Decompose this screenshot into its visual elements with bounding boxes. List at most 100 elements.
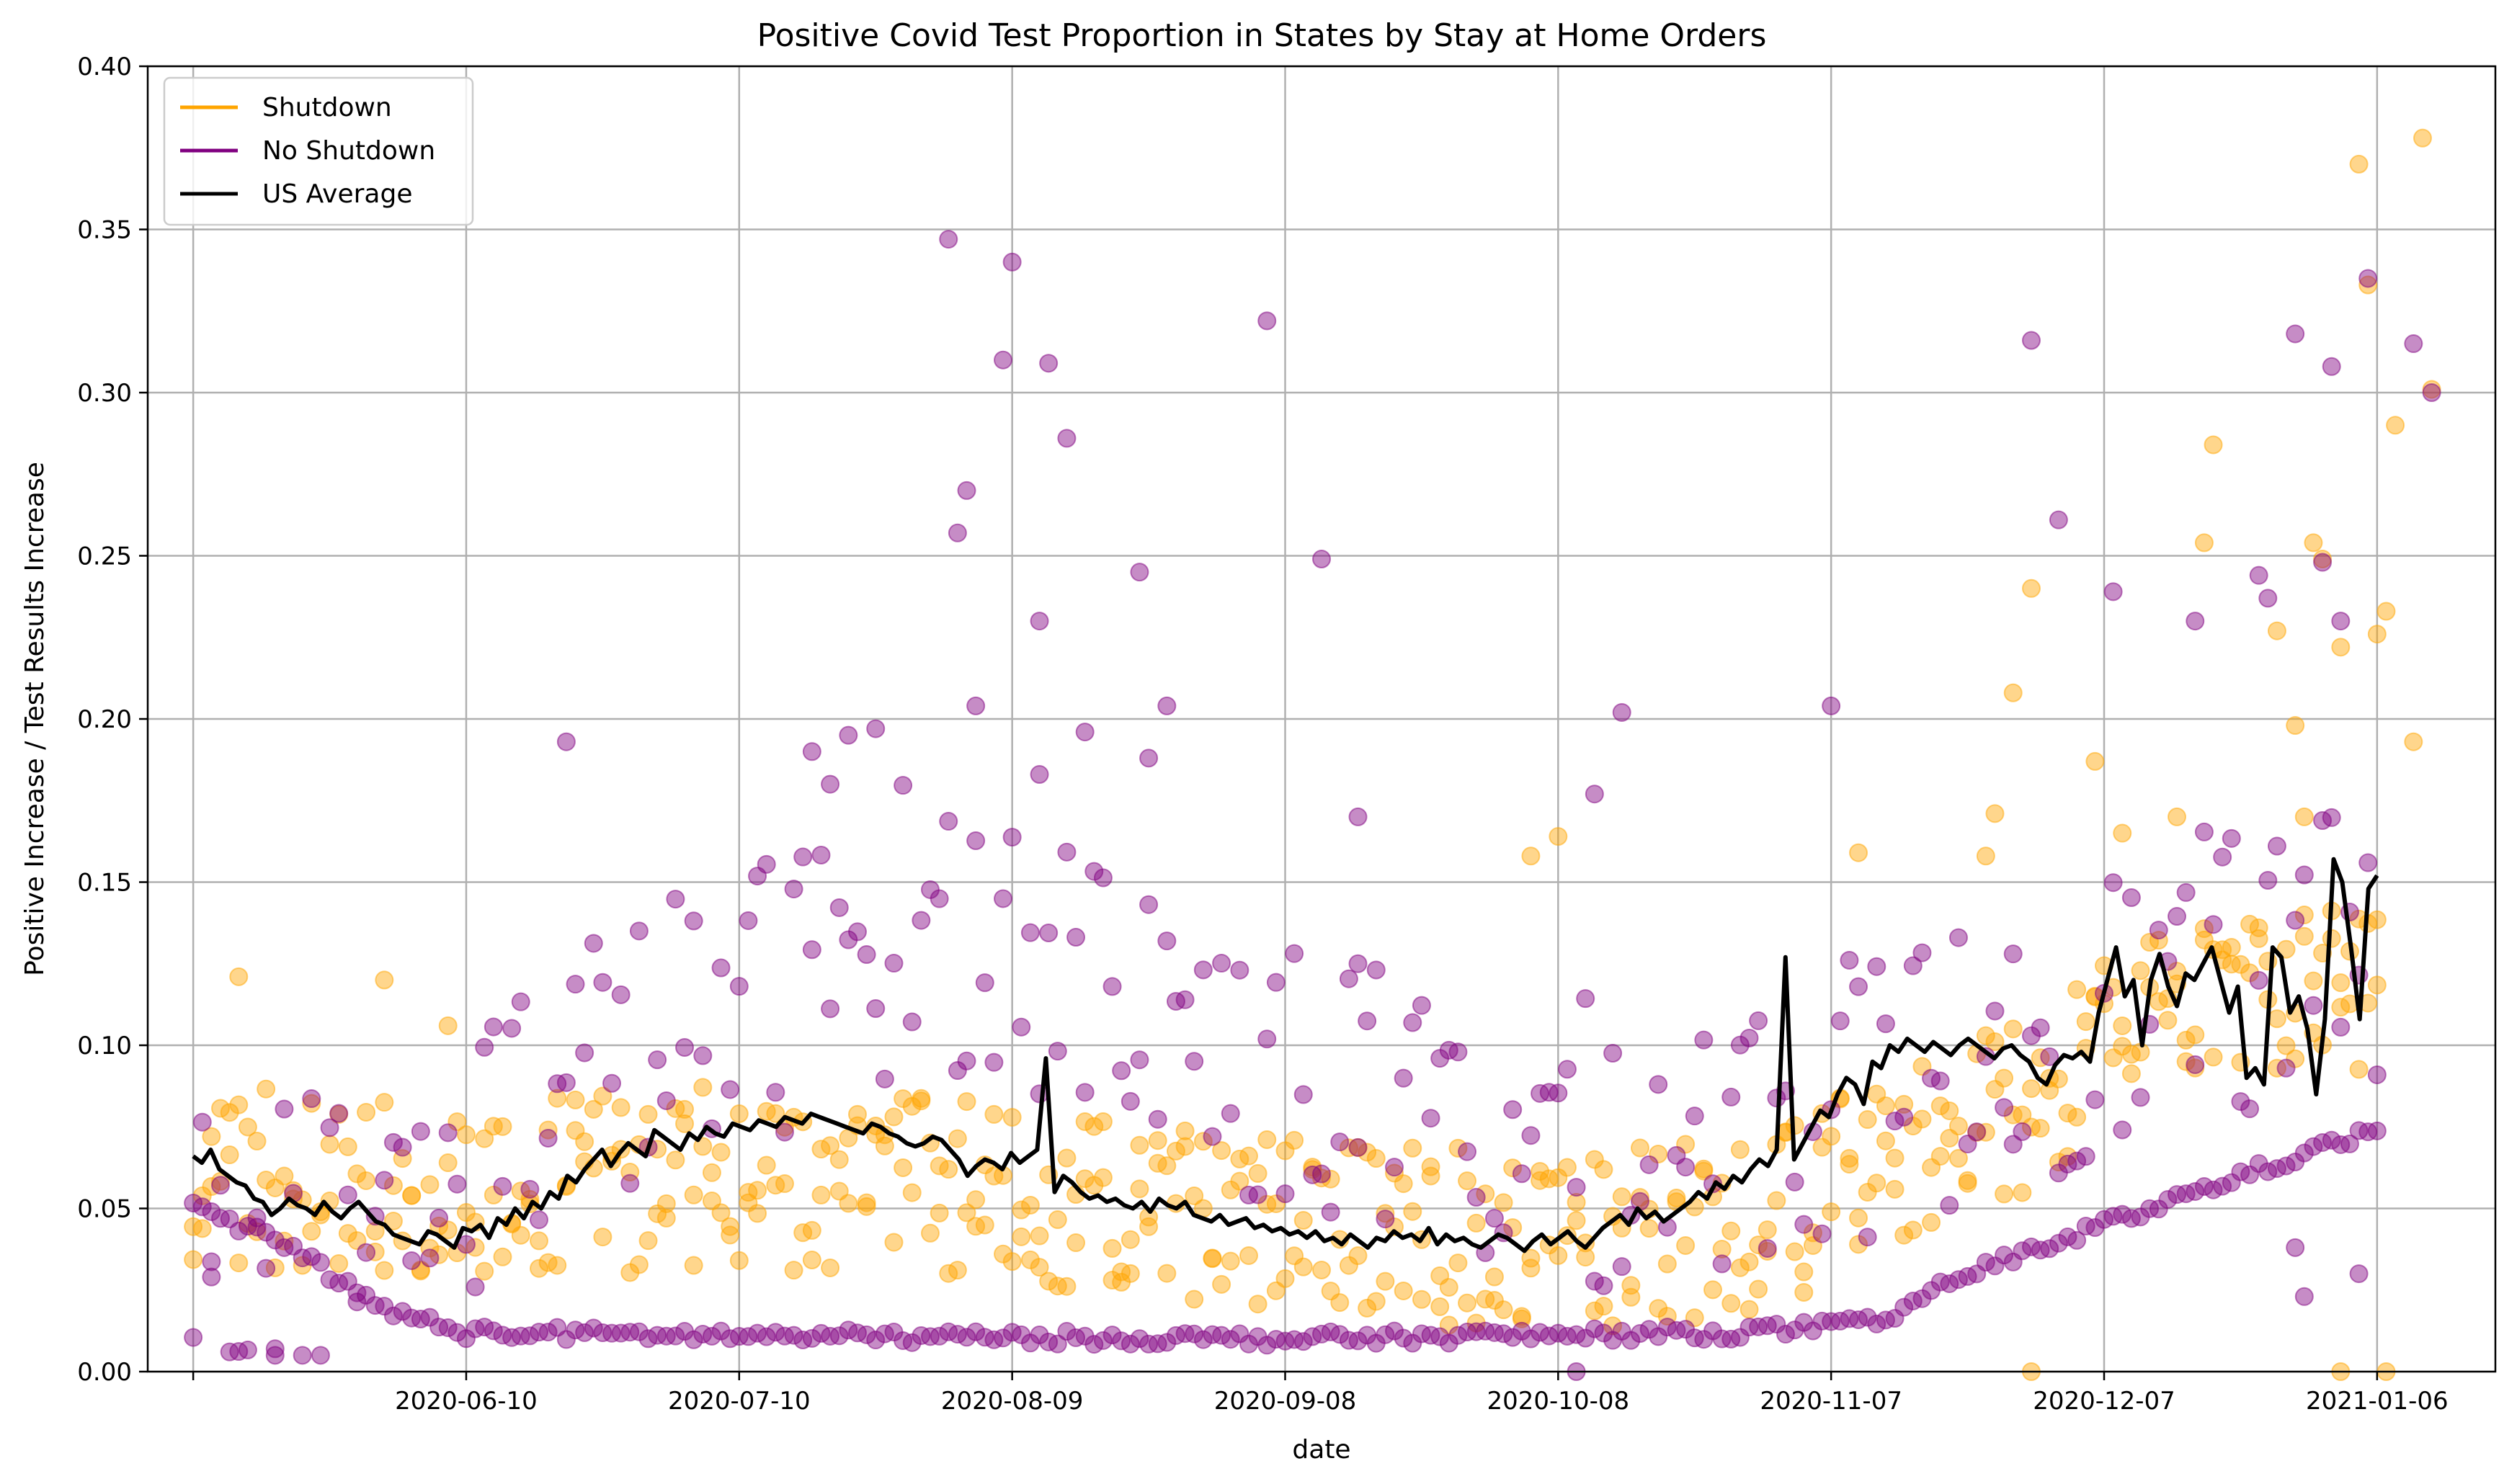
data-point-shutdown [1785, 1242, 1804, 1261]
data-point-shutdown [1995, 1068, 2014, 1088]
data-point-no-shutdown [2040, 1239, 2059, 1259]
data-point-shutdown [1330, 1293, 1350, 1313]
us-average-line [192, 857, 2379, 1253]
data-point-no-shutdown [2313, 553, 2333, 572]
data-point-shutdown [1703, 1280, 1722, 1300]
data-point-no-shutdown [757, 1327, 776, 1346]
data-point-shutdown [2168, 807, 2187, 826]
data-point-shutdown [1366, 1149, 1386, 1168]
data-point-no-shutdown [1039, 354, 1059, 373]
data-point-no-shutdown [1394, 1328, 1413, 1348]
data-point-no-shutdown [1484, 1209, 1504, 1228]
data-point-no-shutdown [2286, 1238, 2305, 1257]
data-point-shutdown [192, 1219, 212, 1238]
data-point-no-shutdown [1840, 950, 1859, 970]
data-point-shutdown [302, 1222, 321, 1241]
legend-label-no-shutdown: No Shutdown [262, 136, 435, 166]
data-point-shutdown [1358, 1143, 1377, 1162]
data-point-shutdown [1567, 1211, 1586, 1230]
data-point-shutdown [1521, 1259, 1541, 1278]
data-point-shutdown [711, 1143, 731, 1162]
data-point-no-shutdown [420, 1248, 440, 1268]
data-point-shutdown [1175, 1137, 1195, 1156]
data-point-shutdown [1084, 1117, 1104, 1136]
data-point-shutdown [238, 1117, 257, 1137]
data-point-no-shutdown [1102, 1326, 1122, 1345]
data-point-no-shutdown [2040, 1047, 2059, 1066]
data-point-shutdown [1057, 1277, 1077, 1296]
data-point-shutdown [2076, 1012, 2095, 1032]
data-point-shutdown [2294, 807, 2314, 826]
data-point-shutdown [2121, 1064, 2141, 1083]
data-point-shutdown [1621, 1287, 1641, 1307]
data-point-no-shutdown [1057, 429, 1077, 448]
data-point-no-shutdown [2121, 888, 2141, 908]
data-point-shutdown [757, 1156, 776, 1175]
data-point-no-shutdown [1057, 1322, 1077, 1341]
data-point-no-shutdown [1830, 1011, 1850, 1031]
data-point-shutdown [548, 1089, 567, 1108]
data-point-shutdown [1639, 1219, 1659, 1238]
data-point-no-shutdown [1030, 612, 1049, 631]
data-point-no-shutdown [2276, 1156, 2296, 1176]
data-point-no-shutdown [2049, 510, 2068, 529]
data-point-shutdown [894, 1158, 913, 1177]
data-point-no-shutdown [1312, 550, 1331, 569]
data-point-shutdown [839, 1194, 858, 1213]
data-point-no-shutdown [383, 1132, 403, 1152]
data-point-shutdown [1849, 843, 1868, 862]
data-point-shutdown [1594, 1160, 1613, 1179]
data-point-no-shutdown [1093, 868, 1113, 888]
data-point-no-shutdown [1630, 1192, 1649, 1211]
data-point-shutdown [1002, 1252, 1022, 1271]
data-point-no-shutdown [1358, 1011, 1377, 1031]
data-point-no-shutdown [1466, 1188, 1486, 1207]
data-point-no-shutdown [265, 1339, 285, 1359]
data-point-no-shutdown [2213, 847, 2232, 867]
data-point-no-shutdown [556, 732, 576, 751]
data-point-shutdown [693, 1137, 713, 1156]
data-point-no-shutdown [1685, 1107, 1704, 1126]
data-point-shutdown [1394, 1281, 1413, 1300]
data-point-no-shutdown [1894, 1107, 1914, 1127]
data-point-shutdown [2376, 602, 2396, 621]
data-point-shutdown [1093, 1168, 1113, 1187]
data-point-shutdown [2294, 906, 2314, 925]
legend: Shutdown No Shutdown US Average [163, 76, 474, 226]
data-point-shutdown [829, 1150, 849, 1169]
data-point-no-shutdown [1293, 1332, 1313, 1351]
data-point-shutdown [1012, 1200, 1031, 1220]
data-point-shutdown [2058, 1104, 2077, 1123]
data-point-no-shutdown [1776, 1325, 1796, 1344]
data-point-shutdown [1794, 1282, 1814, 1302]
data-point-shutdown [1239, 1246, 1258, 1265]
data-point-shutdown [2304, 533, 2323, 553]
data-point-shutdown [229, 967, 249, 986]
x-tick-label: 2020-10-08 [1487, 1387, 1630, 1416]
data-point-shutdown [1912, 1109, 1932, 1129]
data-point-no-shutdown [2194, 822, 2214, 841]
data-point-no-shutdown [2304, 1137, 2323, 1156]
data-point-shutdown [1121, 1230, 1140, 1249]
data-point-shutdown [1102, 1238, 1122, 1258]
x-tick-label: 2020-08-09 [941, 1387, 1084, 1416]
data-point-no-shutdown [2249, 970, 2268, 990]
data-point-shutdown [857, 1193, 876, 1212]
data-point-no-shutdown [447, 1174, 467, 1194]
data-point-shutdown [320, 1135, 339, 1154]
data-point-shutdown [884, 1233, 904, 1252]
data-point-no-shutdown [966, 1322, 986, 1341]
data-point-shutdown [1876, 1096, 1895, 1116]
data-point-shutdown [729, 1104, 749, 1124]
data-point-no-shutdown [939, 230, 958, 249]
data-point-no-shutdown [957, 1328, 976, 1347]
data-point-shutdown [1739, 1252, 1759, 1271]
data-point-no-shutdown [1612, 702, 1631, 722]
data-point-shutdown [1239, 1146, 1258, 1166]
data-point-shutdown [629, 1255, 649, 1274]
data-point-shutdown [1466, 1213, 1486, 1233]
data-point-no-shutdown [875, 1069, 894, 1089]
data-point-shutdown [1894, 1225, 1914, 1245]
data-point-no-shutdown [2076, 1147, 2095, 1166]
data-point-no-shutdown [2013, 1241, 2032, 1261]
